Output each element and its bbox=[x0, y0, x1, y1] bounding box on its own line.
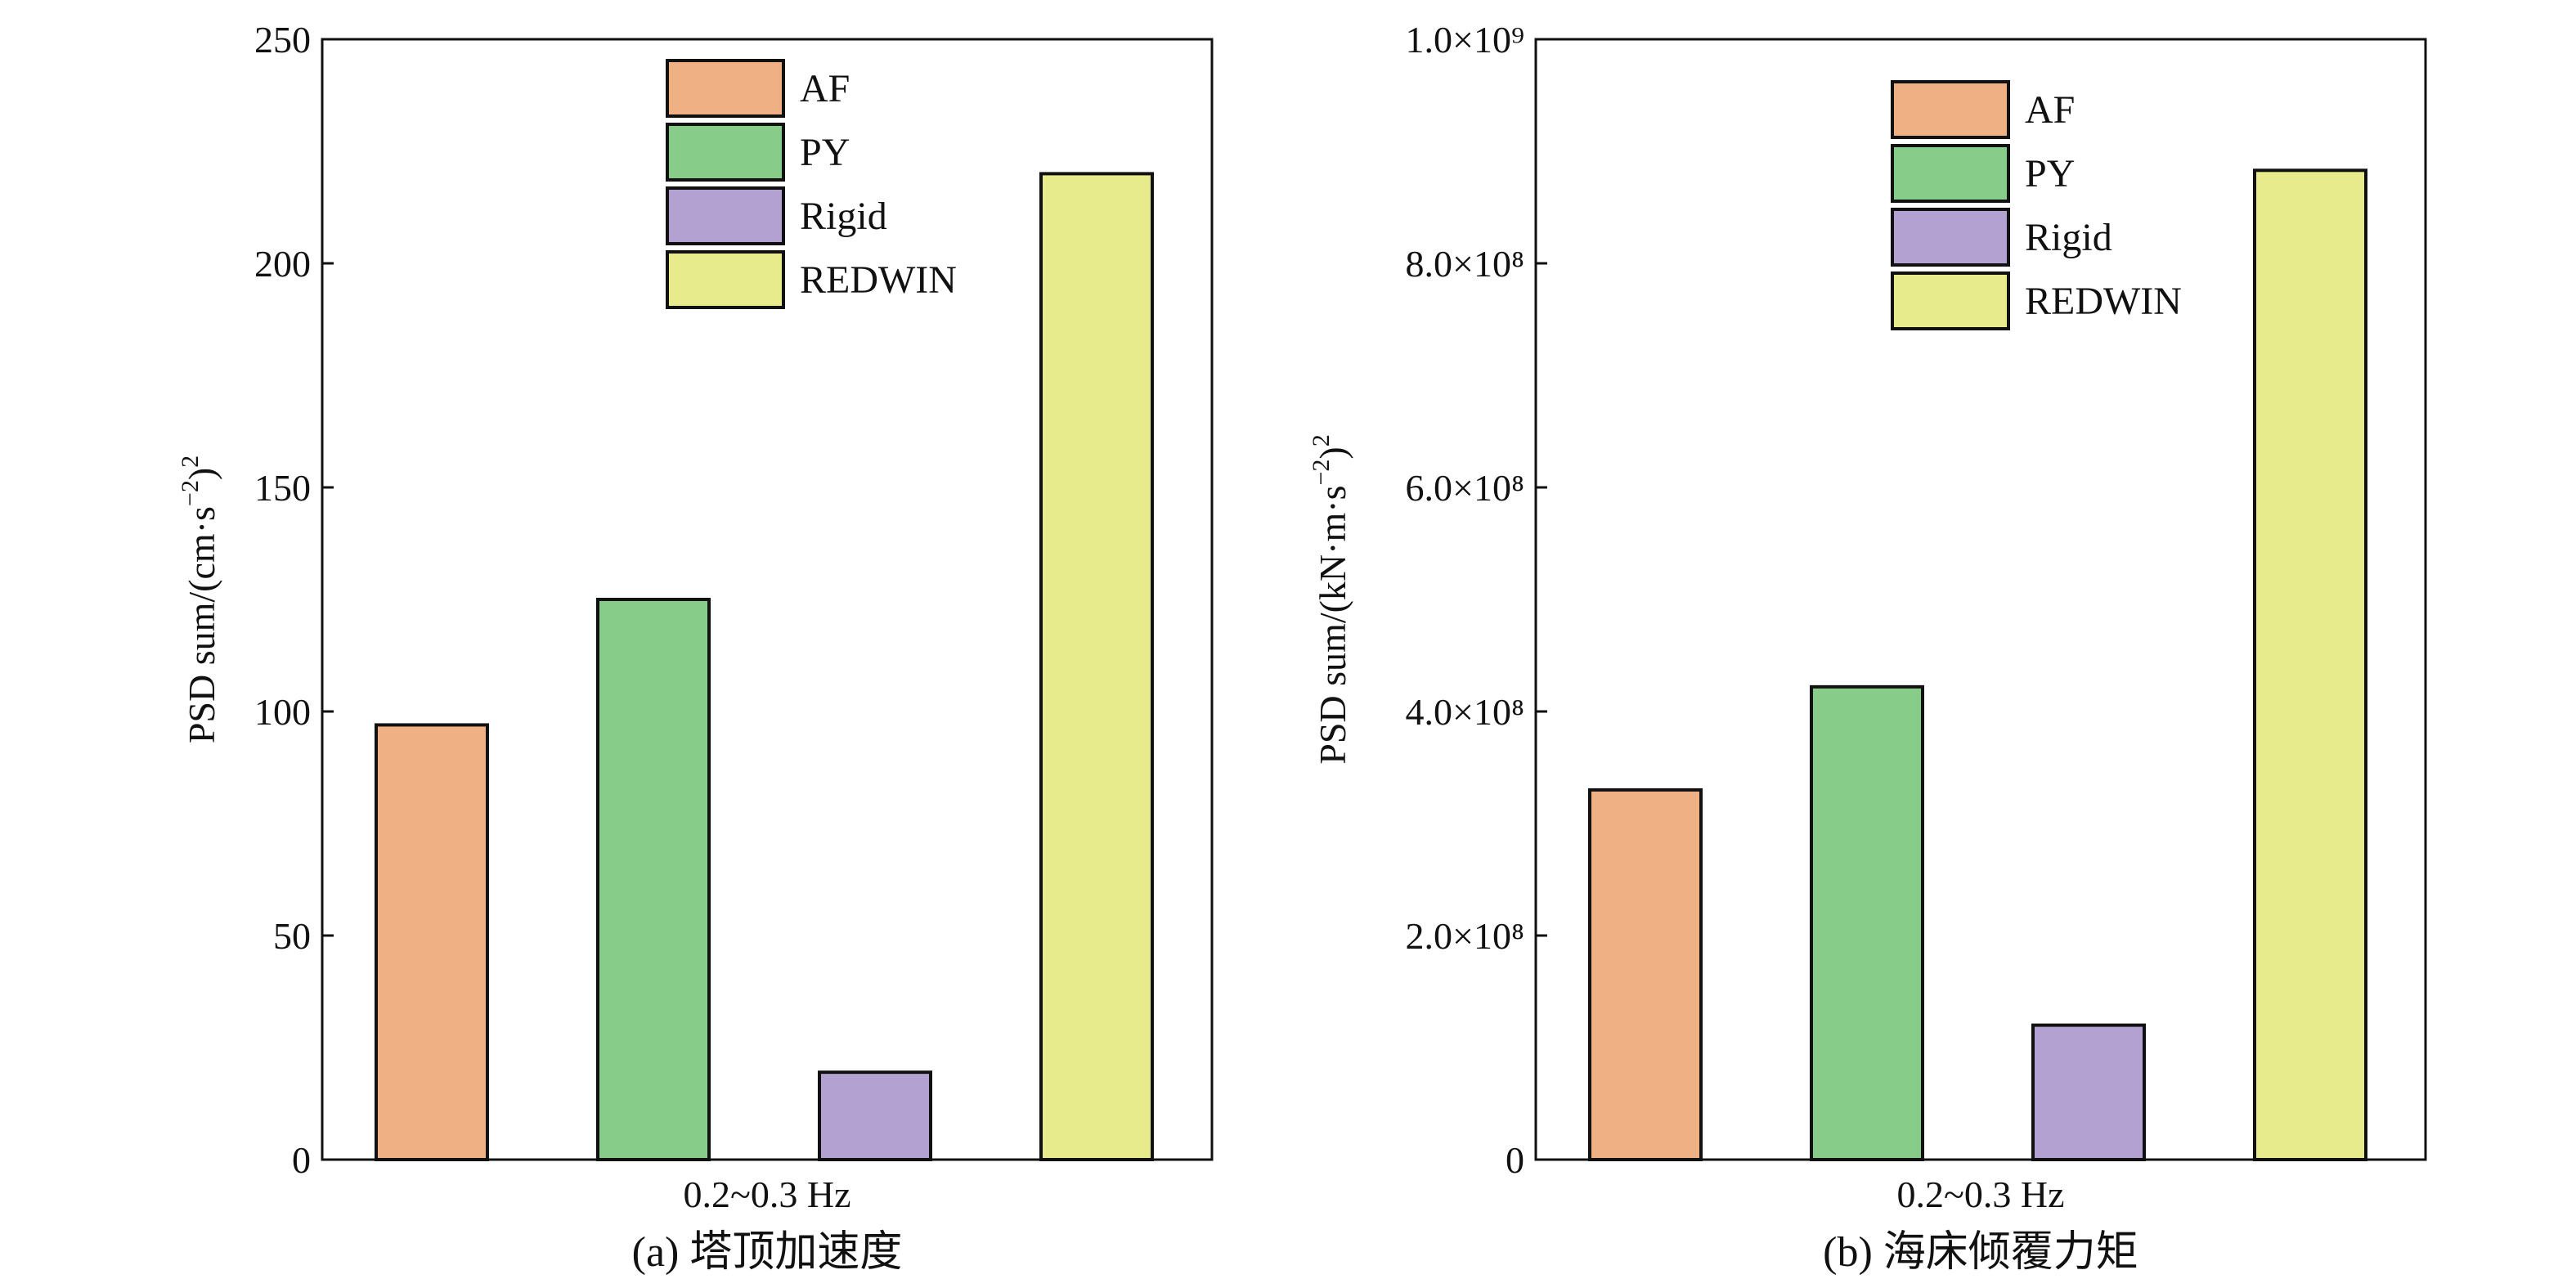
y-axis-title-a: PSD sum/(cm·s−2)2 bbox=[177, 456, 222, 743]
y-tick-label: 50 bbox=[273, 915, 311, 957]
legend-a: AF PY Rigid REDWIN bbox=[666, 59, 957, 309]
category-label-b: 0.2~0.3 Hz bbox=[1896, 1174, 2064, 1215]
y-tick-label: 250 bbox=[254, 19, 311, 61]
bar-py bbox=[596, 598, 711, 1161]
legend-swatch-redwin bbox=[1891, 272, 2010, 330]
bar-af bbox=[1588, 788, 1703, 1162]
y-tick-label: 100 bbox=[254, 691, 311, 733]
y-tick-label: 2.0×10⁸ bbox=[1406, 915, 1524, 957]
y-axis-a: 0 50 100 150 200 250 bbox=[254, 19, 334, 1181]
y-axis-title-b: PSD sum/(kN·m·s−2)2 bbox=[1308, 434, 1353, 764]
bar-redwin bbox=[1039, 172, 1154, 1161]
legend-swatch-redwin bbox=[666, 250, 785, 309]
y-tick-label: 200 bbox=[254, 243, 311, 285]
legend-swatch-py bbox=[666, 123, 785, 182]
y-tick-label: 1.0×10⁹ bbox=[1406, 19, 1524, 61]
y-tick-label: 0 bbox=[1506, 1139, 1524, 1181]
caption-a: (a) 塔顶加速度 bbox=[632, 1229, 903, 1276]
y-tick-label: 8.0×10⁸ bbox=[1406, 243, 1524, 285]
plot-area-b bbox=[1534, 38, 2427, 1161]
legend-label-py: PY bbox=[2025, 152, 2075, 195]
legend-label-af: AF bbox=[2025, 88, 2075, 132]
legend-label-py: PY bbox=[800, 131, 850, 174]
legend-label-rigid: Rigid bbox=[800, 195, 887, 238]
y-tick-label: 150 bbox=[254, 467, 311, 509]
bar-py bbox=[1810, 684, 1924, 1161]
bar-rigid bbox=[818, 1070, 932, 1162]
caption-b: (b) 海床倾覆力矩 bbox=[1823, 1229, 2138, 1276]
legend-label-redwin: REDWIN bbox=[2025, 280, 2182, 323]
legend-swatch-af bbox=[666, 59, 785, 118]
y-tick-label: 0 bbox=[292, 1139, 311, 1181]
category-label-a: 0.2~0.3 Hz bbox=[683, 1174, 850, 1215]
legend-swatch-rigid bbox=[666, 186, 785, 245]
legend-label-redwin: REDWIN bbox=[800, 258, 957, 302]
plot-area-a bbox=[321, 38, 1214, 1161]
legend-swatch-af bbox=[1891, 80, 2010, 139]
legend-label-rigid: Rigid bbox=[2025, 216, 2112, 259]
legend-swatch-py bbox=[1891, 144, 2010, 203]
y-tick-label: 4.0×10⁸ bbox=[1406, 691, 1524, 733]
bar-af bbox=[375, 723, 489, 1161]
chart-panel-b: 0 2.0×10⁸ 4.0×10⁸ 6.0×10⁸ 8.0×10⁸ 1.0×10⁹ AF P… bbox=[1308, 19, 2427, 1276]
legend-label-af: AF bbox=[800, 67, 850, 110]
legend-b: AF PY Rigid REDWIN bbox=[1891, 80, 2182, 330]
bar-rigid bbox=[2031, 1023, 2146, 1161]
bar-redwin bbox=[2253, 168, 2367, 1161]
bars-a bbox=[375, 172, 1154, 1162]
bars-b bbox=[1588, 168, 2367, 1162]
legend-swatch-rigid bbox=[1891, 208, 2010, 267]
y-axis-b: 0 2.0×10⁸ 4.0×10⁸ 6.0×10⁸ 8.0×10⁸ 1.0×10⁹ bbox=[1406, 19, 1547, 1181]
y-tick-label: 6.0×10⁸ bbox=[1406, 467, 1524, 509]
chart-panel-a: 0 50 100 150 200 250 AF PY Rigid REDWIN PSD sum/… bbox=[177, 19, 1214, 1276]
